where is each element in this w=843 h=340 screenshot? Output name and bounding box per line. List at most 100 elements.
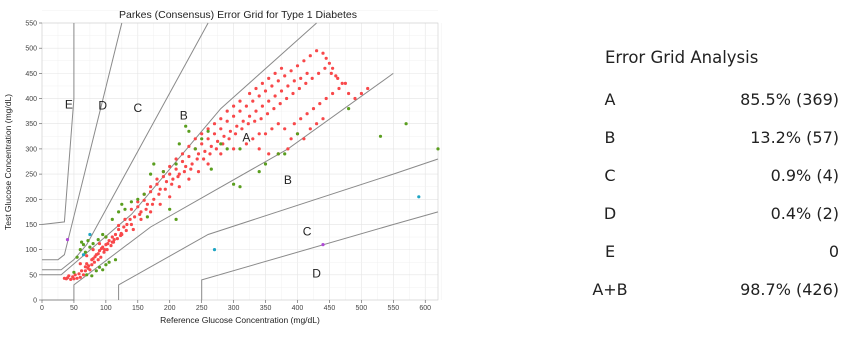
point-zone-a xyxy=(265,112,270,116)
table-zone-label: A+B xyxy=(592,280,628,299)
point-zone-a xyxy=(115,237,119,241)
point-zone-b xyxy=(113,258,118,262)
point-zone-a xyxy=(279,89,284,93)
point-zone-b xyxy=(219,142,223,146)
point-zone-a xyxy=(149,185,153,189)
y-tick-label: 150 xyxy=(25,222,37,229)
point-zone-b xyxy=(91,242,95,246)
table-row: A+B 98.7% (426) xyxy=(585,280,843,304)
point-zone-a xyxy=(163,187,167,191)
point-zone-b xyxy=(187,129,191,133)
point-zone-a xyxy=(254,109,258,113)
point-zone-b xyxy=(152,162,156,166)
point-zone-b xyxy=(149,172,153,176)
point-zone-a xyxy=(99,247,103,251)
point-zone-b xyxy=(101,268,105,272)
point-zone-a xyxy=(263,132,268,136)
point-zone-a xyxy=(117,227,121,232)
point-zone-a xyxy=(286,147,290,151)
point-zone-a xyxy=(196,152,201,156)
point-zone-a xyxy=(238,99,242,103)
point-zone-a xyxy=(232,104,236,108)
point-zone-a xyxy=(129,222,133,227)
point-zone-a xyxy=(343,81,347,85)
x-tick-label: 450 xyxy=(324,305,336,312)
point-zone-a xyxy=(88,268,92,272)
point-zone-a xyxy=(292,122,296,126)
grid-lines xyxy=(41,10,442,301)
point-zone-a xyxy=(190,162,194,166)
y-tick-label: 550 xyxy=(25,21,37,28)
point-zone-a xyxy=(96,252,100,256)
table-title: Error Grid Analysis xyxy=(605,48,759,67)
point-zone-c xyxy=(417,195,421,199)
table-row: B 13.2% (57) xyxy=(585,128,843,152)
point-zone-a xyxy=(251,137,255,141)
point-zone-a xyxy=(200,132,204,136)
point-zone-a xyxy=(184,164,188,169)
x-tick-label: 250 xyxy=(196,305,208,312)
point-zone-a xyxy=(119,233,123,238)
point-zone-d xyxy=(65,238,70,242)
point-zone-a xyxy=(83,265,87,269)
table-zone-label: A xyxy=(604,90,616,109)
point-zone-a xyxy=(64,277,68,281)
zone-label-c: C xyxy=(133,101,142,115)
point-zone-a xyxy=(75,276,79,280)
point-zone-a xyxy=(272,107,276,111)
point-zone-a xyxy=(155,177,159,181)
point-zone-b xyxy=(232,182,236,186)
point-zone-a xyxy=(182,170,186,174)
point-zone-a xyxy=(251,99,255,103)
boundary-b-upper xyxy=(42,22,209,271)
point-zone-b xyxy=(225,147,229,151)
x-tick-label: 550 xyxy=(387,305,399,312)
point-zone-a xyxy=(283,127,287,131)
point-zone-a xyxy=(112,238,116,242)
chart-title: Parkes (Consensus) Error Grid for Type 1… xyxy=(119,9,357,21)
point-zone-a xyxy=(67,274,71,278)
point-zone-a xyxy=(299,117,303,121)
point-zone-a xyxy=(96,258,100,262)
zone-label-d: D xyxy=(312,266,321,280)
point-zone-a xyxy=(257,94,261,98)
table-zone-value: 85.5% (369) xyxy=(740,90,839,109)
point-zone-a xyxy=(347,91,351,96)
point-zone-a xyxy=(87,264,91,268)
point-zone-a xyxy=(299,76,303,80)
x-tick-label: 600 xyxy=(419,305,431,312)
point-zone-a xyxy=(222,134,226,138)
point-zone-a xyxy=(97,242,102,246)
point-zone-a xyxy=(289,137,293,141)
point-zone-a xyxy=(110,240,114,244)
point-zone-c xyxy=(212,248,217,252)
point-zone-a xyxy=(278,102,282,106)
table-zone-value: 0.4% (2) xyxy=(770,204,839,223)
point-zone-a xyxy=(106,242,110,246)
point-zone-a xyxy=(283,74,287,78)
boundary-c-lower xyxy=(201,211,439,300)
point-zone-a xyxy=(324,56,328,60)
point-zone-a xyxy=(158,202,162,206)
zone-label-b: B xyxy=(180,109,188,123)
zone-label-e: E xyxy=(65,98,73,112)
point-zone-c xyxy=(88,232,92,237)
point-zone-a xyxy=(102,250,106,254)
point-zone-a xyxy=(324,96,328,101)
point-zone-a xyxy=(122,225,126,229)
point-zone-b xyxy=(104,263,108,267)
point-zone-a xyxy=(90,258,94,262)
table-row: C 0.9% (4) xyxy=(585,166,843,190)
point-zone-a xyxy=(97,249,102,253)
point-zone-b xyxy=(174,162,178,166)
table-zone-label: E xyxy=(604,242,616,261)
zone-label-c: C xyxy=(303,225,312,239)
point-zone-b xyxy=(257,170,261,174)
point-zone-a xyxy=(174,157,178,161)
point-zone-a xyxy=(142,198,146,202)
point-zone-a xyxy=(279,66,284,70)
point-zone-b xyxy=(436,147,440,151)
point-zone-a xyxy=(124,228,128,233)
point-zone-b xyxy=(347,107,351,111)
y-tick-label: 250 xyxy=(25,172,37,179)
